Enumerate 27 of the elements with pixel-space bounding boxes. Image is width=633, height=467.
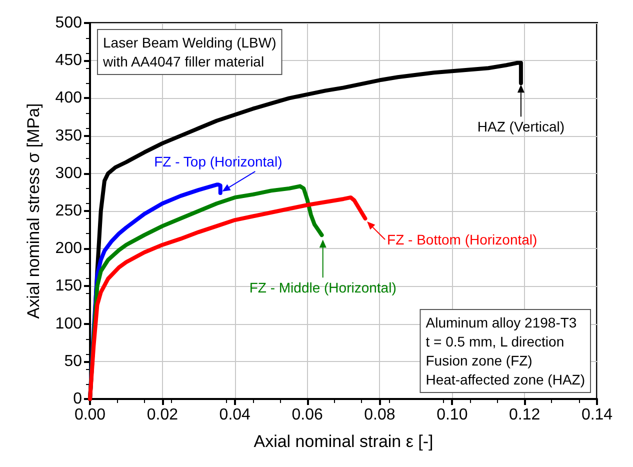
x-tick-label: 0.00 [74, 406, 106, 424]
annotation: Laser Beam Welding (LBW) with AA4047 filler material [102, 34, 276, 70]
y-tick-label: 350 [55, 127, 82, 144]
x-tick-label: 0.08 [364, 406, 396, 424]
y-tick-label: 300 [55, 164, 82, 182]
y-tick-label: 150 [55, 278, 82, 295]
y-tick-label: 200 [55, 240, 82, 258]
x-tick-label: 0.04 [219, 406, 251, 424]
x-tick-label: 0.12 [509, 406, 540, 424]
x-tick-label: 0.10 [436, 406, 468, 424]
x-tick-label: 0.14 [581, 406, 613, 424]
y-tick-label: 0 [73, 390, 82, 408]
y-tick-label: 400 [55, 90, 82, 107]
annotation: FZ - Bottom (Horizontal) [387, 232, 538, 248]
annotation: HAZ (Vertical) [477, 118, 565, 135]
annotation: Aluminum alloy 2198-T3 t = 0.5 mm, L direction Fusion zone (FZ) Heat-affected zone (HAZ) [426, 314, 586, 388]
x-tick-label: 0.06 [292, 406, 323, 424]
annotation: FZ - Top (Horizontal) [154, 153, 282, 170]
y-tick-label: 450 [55, 52, 82, 70]
annotation: FZ - Middle (Horizontal) [249, 280, 396, 296]
x-axis-title: Axial nominal strain ε [-] [254, 432, 434, 451]
y-axis-title: Axial nominal stress σ [MPa] [24, 103, 43, 319]
x-tick-label: 0.02 [146, 406, 178, 424]
y-tick-label: 100 [55, 315, 82, 332]
y-tick-label: 250 [55, 202, 82, 220]
y-tick-label: 50 [64, 352, 82, 370]
y-tick-label: 500 [55, 14, 82, 32]
